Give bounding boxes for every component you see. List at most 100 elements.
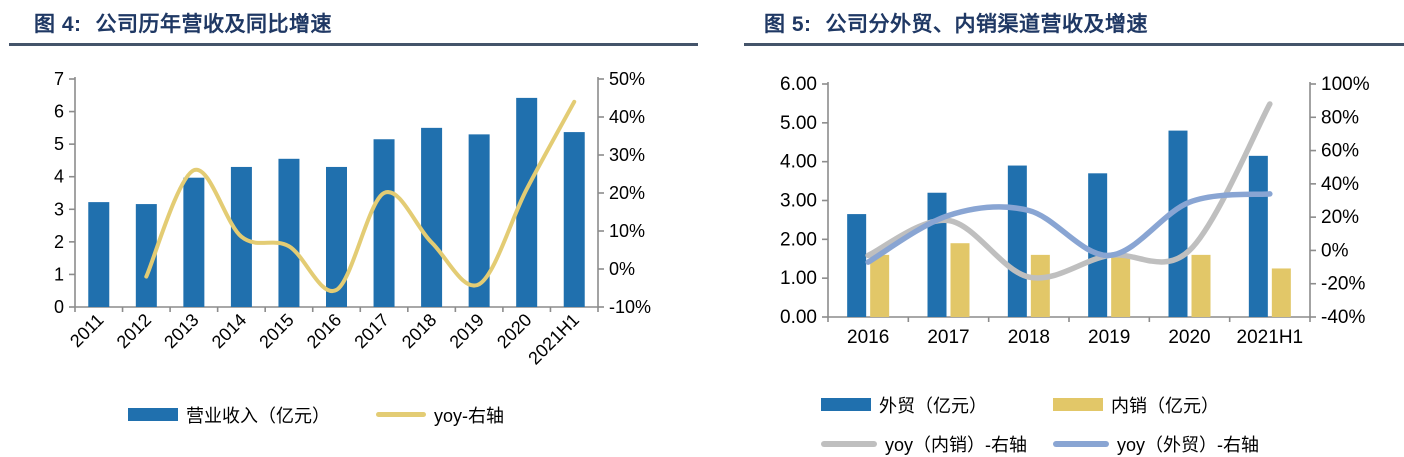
x-axis-label: 2015 [255, 309, 297, 351]
bar-2019 [1111, 256, 1131, 317]
right-axis-tick-label: 20% [609, 183, 645, 203]
channel-revenue-yoy-chart: 0.00 1.00 2.00 3.00 4.00 5.00 6.00 -40% -20% 0% 20… [780, 74, 1370, 348]
left-axis-tick-label: 4 [54, 166, 64, 186]
bar-2016 [326, 166, 347, 307]
bar-2018 [1030, 254, 1050, 317]
right-axis-tick-label: 100% [1321, 74, 1370, 95]
bar-2017 [950, 242, 970, 317]
left-axis-tick-label: 7 [54, 69, 64, 89]
bar-2019 [1088, 172, 1108, 317]
x-axis-label: 2016 [847, 327, 889, 348]
right-axis-tick-label: 0% [609, 259, 635, 279]
bar-2011 [88, 201, 110, 307]
bar-2018 [421, 127, 443, 307]
legend-bar-swatch [127, 408, 178, 421]
bar-series-0 [88, 97, 585, 307]
x-axis-label: 2019 [446, 309, 488, 351]
x-axis-label: 2011 [66, 309, 108, 351]
x-axis-label: 2019 [1088, 327, 1130, 348]
legend-label: yoy-右轴 [433, 405, 504, 426]
bar-2018 [1007, 165, 1027, 317]
figure-4-title-rule [9, 43, 698, 46]
left-axis-tick-label: 3.00 [780, 190, 817, 211]
legend-label: 营业收入（亿元） [185, 405, 330, 426]
legend-bar-swatch [1053, 398, 1103, 411]
figure-5-title-rule [744, 43, 1404, 46]
legend-item: yoy-右轴 [375, 402, 504, 428]
bar-2012 [135, 203, 157, 307]
x-axis-label: 2020 [1168, 327, 1210, 348]
left-axis-tick-label: 3 [54, 199, 64, 219]
legend-bar-swatch [821, 398, 871, 411]
x-axis-label: 2014 [208, 309, 250, 351]
right-axis-tick-label: 80% [1321, 107, 1359, 128]
bar-series-1 [870, 242, 1291, 317]
bar-2016 [870, 254, 890, 317]
x-axis-label: 2020 [493, 309, 535, 351]
bar-2015 [278, 158, 300, 307]
left-axis-tick-label: 2.00 [780, 229, 817, 250]
bar-series-0 [847, 130, 1268, 317]
left-axis-tick-label: 1.00 [780, 268, 817, 289]
legend-line-swatch [1053, 440, 1109, 447]
left-axis-tick-label: 0 [54, 297, 64, 317]
figure-5-panel: 图 5: 公司分外贸、内销渠道营收及增速 0.00 1.00 2.00 3.00 4.0… [702, 0, 1404, 457]
legend-item: 外贸（亿元） [821, 392, 1053, 418]
x-axis-label: 2021H1 [1237, 327, 1304, 348]
figure-4-panel: 图 4: 公司历年营收及同比增速 0 1 2 3 4 5 6 7 -10% 0% 10% 20% 30%… [0, 0, 702, 428]
x-axis-label: 2017 [350, 309, 392, 351]
right-axis-tick-label: 20% [1321, 207, 1359, 228]
legend-label: yoy（内销）-右轴 [885, 434, 1028, 455]
right-axis-tick-label: 40% [609, 107, 645, 127]
legend-label: 外贸（亿元） [879, 395, 987, 416]
left-axis-tick-label: 0.00 [780, 307, 817, 328]
bar-2020 [516, 97, 538, 307]
legend-item: 营业收入（亿元） [127, 402, 330, 428]
bar-2013 [183, 177, 205, 307]
legend-item: yoy（外贸）-右轴 [1053, 431, 1285, 457]
left-axis-tick-label: 4.00 [780, 151, 817, 172]
left-axis-tick-label: 5 [54, 134, 64, 154]
bar-2017 [373, 138, 395, 307]
legend-row: yoy（内销）-右轴 yoy（外贸）-右轴 [821, 431, 1285, 457]
bar-2016 [847, 213, 867, 317]
figure-5-label: 图 5: [764, 13, 812, 36]
legend-line-swatch [821, 440, 877, 447]
legend-row: 外贸（亿元） 内销（亿元） [821, 392, 1285, 418]
left-axis-tick-label: 2 [54, 231, 64, 251]
figure-5-heading: 图 5: 公司分外贸、内销渠道营收及增速 [702, 0, 1404, 38]
right-axis-tick-label: 60% [1321, 140, 1359, 161]
legend-line-swatch [375, 412, 426, 417]
right-axis-tick-label: 0% [1321, 240, 1349, 261]
right-axis-tick-label: 30% [609, 145, 645, 165]
x-axis-label: 2017 [927, 327, 969, 348]
right-axis-tick-label: 50% [609, 69, 645, 89]
right-axis-tick-label: -10% [609, 297, 651, 317]
x-axis-label: 2012 [113, 309, 155, 351]
x-axis-label: 2018 [1008, 327, 1050, 348]
figure-5-title-text: 公司分外贸、内销渠道营收及增速 [825, 13, 1149, 36]
bar-2020 [1168, 130, 1188, 317]
figure-5-legend: 外贸（亿元） 内销（亿元） yoy（内销）-右轴 yoy（外贸）-右轴 [702, 386, 1404, 457]
legend-label: yoy（外贸）-右轴 [1117, 434, 1260, 455]
bar-2019 [468, 133, 490, 307]
bar-2017 [927, 192, 947, 317]
right-axis-tick-label: 40% [1321, 173, 1359, 194]
axes [69, 76, 604, 312]
figure-4-title-text: 公司历年营收及同比增速 [95, 13, 333, 36]
x-axis-label: 2016 [303, 309, 345, 351]
figure-4-heading: 图 4: 公司历年营收及同比增速 [0, 0, 702, 38]
bar-2021H1 [563, 131, 585, 307]
line-series-0 [865, 100, 1273, 281]
bar-2020 [1191, 254, 1211, 317]
bar-2021H1 [1271, 267, 1291, 317]
right-axis-tick-label: -20% [1321, 273, 1365, 294]
legend-label: 内销（亿元） [1111, 395, 1219, 416]
right-axis-tick-label: 10% [609, 221, 645, 241]
line-series-0 [144, 99, 577, 293]
x-axis-label: 2021H1 [524, 309, 583, 368]
left-axis-tick-label: 1 [54, 264, 64, 284]
right-axis-tick-label: -40% [1321, 307, 1365, 328]
